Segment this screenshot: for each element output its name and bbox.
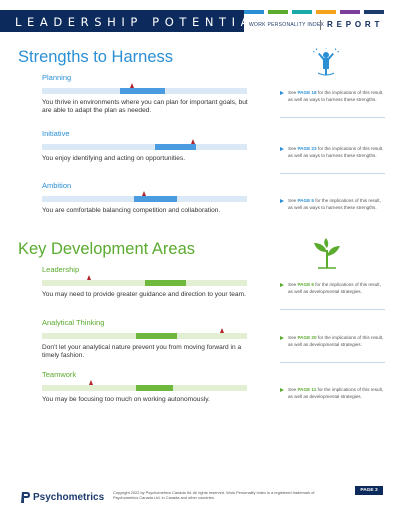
page-reference-note: See PAGE 6 for the implications of this … <box>280 282 385 295</box>
page-reference-note: See PAGE 18 for the implications of this… <box>280 90 385 103</box>
page-number-badge: PAGE 3 <box>355 486 383 495</box>
item-label: Analytical Thinking <box>42 318 105 327</box>
note-prefix: See <box>288 146 298 151</box>
note-suffix: for the implications of this result, as … <box>288 198 381 210</box>
header-color-strip-0 <box>244 10 264 14</box>
score-marker-icon <box>142 191 146 196</box>
item-label: Ambition <box>42 181 72 190</box>
item-label: Planning <box>42 73 72 82</box>
score-marker-icon <box>191 139 196 144</box>
note-divider <box>280 309 385 310</box>
item-description: You thrive in environments where you can… <box>42 99 248 115</box>
header-color-strip-5 <box>364 10 384 14</box>
header-color-strip-4 <box>340 10 360 14</box>
note-suffix: for the implications of this result, as … <box>288 335 384 347</box>
note-prefix: See <box>288 282 298 287</box>
page-reference-note: See PAGE 20 for the implications of this… <box>280 335 385 348</box>
score-band <box>154 144 196 150</box>
note-prefix: See <box>288 90 298 95</box>
score-band <box>119 88 165 94</box>
header-color-strip-2 <box>292 10 312 14</box>
item-description: Don't let your analytical nature prevent… <box>42 344 242 360</box>
arrow-right-icon <box>280 90 284 95</box>
score-band <box>136 385 174 391</box>
note-page-link[interactable]: PAGE 11 <box>297 387 317 392</box>
header-color-strip-1 <box>268 10 288 14</box>
score-bar <box>42 83 247 94</box>
development-title: Key Development Areas <box>18 240 196 258</box>
strengths-title: Strengths to Harness <box>18 48 173 66</box>
score-bar <box>42 191 247 202</box>
score-band <box>136 333 178 339</box>
item-label: Initiative <box>42 129 70 138</box>
note-divider <box>280 362 385 363</box>
item-description: You may need to provide greater guidance… <box>42 291 246 298</box>
note-suffix: for the implications of this result, as … <box>288 282 381 294</box>
score-band <box>134 196 178 202</box>
arrow-right-icon <box>280 387 284 392</box>
arrow-right-icon <box>280 282 284 287</box>
note-page-link[interactable]: PAGE 5 <box>297 198 314 203</box>
note-page-link[interactable]: PAGE 20 <box>297 335 317 340</box>
footer-logo: Psychometrics <box>33 492 105 503</box>
item-description: You are comfortable balancing competitio… <box>42 207 221 214</box>
note-suffix: for the implications of this result, as … <box>288 387 384 399</box>
arrow-right-icon <box>280 146 284 151</box>
page-reference-note: See PAGE 11 for the implications of this… <box>280 387 385 400</box>
header-banner <box>0 10 244 32</box>
note-prefix: See <box>288 335 298 340</box>
score-marker-icon <box>88 380 93 385</box>
psychometrics-logo-icon <box>21 492 30 503</box>
score-band <box>144 280 186 286</box>
page-reference-note: See PAGE 23 for the implications of this… <box>280 146 385 159</box>
note-page-link[interactable]: PAGE 18 <box>297 90 317 95</box>
score-marker-icon <box>86 275 91 280</box>
person-celebrating-icon <box>313 48 339 76</box>
score-bar <box>42 139 247 150</box>
item-label: Leadership <box>42 265 80 274</box>
score-marker-icon <box>219 328 224 333</box>
note-page-link[interactable]: PAGE 23 <box>297 146 317 151</box>
report-subtitle: WORK PERSONALITY INDEX <box>249 22 325 28</box>
note-prefix: See <box>288 387 298 392</box>
header-divider <box>320 20 321 30</box>
report-label: REPORT <box>327 20 384 29</box>
item-description: You may be focusing too much on working … <box>42 396 210 403</box>
report-title: LEADERSHIP POTENTIAL <box>15 15 267 29</box>
arrow-right-icon <box>280 198 284 203</box>
note-divider <box>280 117 385 118</box>
score-bar <box>42 380 247 391</box>
note-suffix: for the implications of this result, as … <box>288 90 384 102</box>
note-page-link[interactable]: PAGE 6 <box>297 282 314 287</box>
note-prefix: See <box>288 198 298 203</box>
score-bar <box>42 328 247 339</box>
arrow-right-icon <box>280 335 284 340</box>
seedling-plant-icon <box>314 238 340 269</box>
header-color-strip-3 <box>316 10 336 14</box>
note-suffix: for the implications of this result, as … <box>288 146 384 158</box>
item-description: You enjoy identifying and acting on oppo… <box>42 155 186 162</box>
note-divider <box>280 173 385 174</box>
score-bar <box>42 275 247 286</box>
item-label: Teamwork <box>42 370 77 379</box>
score-marker-icon <box>129 83 134 88</box>
page-reference-note: See PAGE 5 for the implications of this … <box>280 198 385 211</box>
footer-copyright: Copyright 2022 by Psychometrics Canada l… <box>113 490 315 500</box>
